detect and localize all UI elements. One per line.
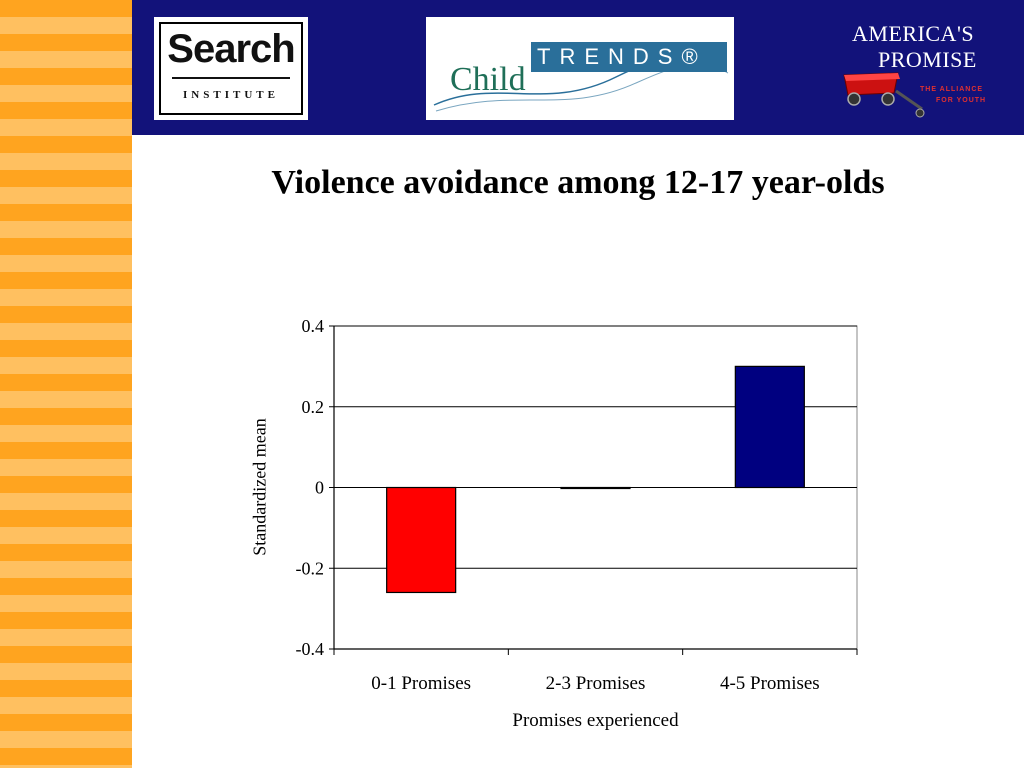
search-institute-logo: Search INSTITUTE: [154, 17, 308, 120]
y-tick-label: -0.2: [296, 558, 325, 578]
y-tick-label: -0.4: [296, 639, 325, 659]
americas-promise-line1: AMERICA'S: [852, 21, 975, 46]
x-tick-label: 4-5 Promises: [720, 673, 820, 694]
search-logo-sub: INSTITUTE: [183, 89, 279, 101]
americas-promise-logo: AMERICA'S PROMISE THE ALLIANCE FOR YOUTH: [832, 17, 1002, 122]
search-logo-word: Search: [167, 27, 295, 71]
bar-1: [386, 486, 457, 594]
child-trends-trends-word: TRENDS®: [531, 42, 727, 72]
child-trends-logo: TRENDS® Child: [426, 17, 734, 120]
y-tick-label: 0.2: [302, 397, 325, 417]
y-axis-label: Standardized mean: [249, 418, 270, 556]
x-tick-label: 0-1 Promises: [371, 673, 471, 694]
bar-3: [734, 365, 805, 489]
americas-promise-tagline-1: THE ALLIANCE: [920, 86, 984, 93]
y-tick-label: 0.4: [302, 316, 325, 336]
americas-promise-tagline-2: FOR YOUTH: [936, 97, 987, 104]
striped-sidebar: [0, 0, 132, 768]
search-logo-rule: [172, 77, 290, 79]
child-trends-child-word: Child: [450, 61, 526, 98]
americas-promise-line2: PROMISE: [878, 47, 977, 72]
x-tick-label: 2-3 Promises: [546, 673, 646, 694]
red-wagon-icon: [843, 72, 925, 118]
y-tick-label: 0: [315, 478, 324, 498]
x-axis-label: Promises experienced: [512, 710, 679, 731]
bar-2: [560, 486, 631, 490]
slide-title: Violence avoidance among 12-17 year-olds: [271, 164, 885, 201]
